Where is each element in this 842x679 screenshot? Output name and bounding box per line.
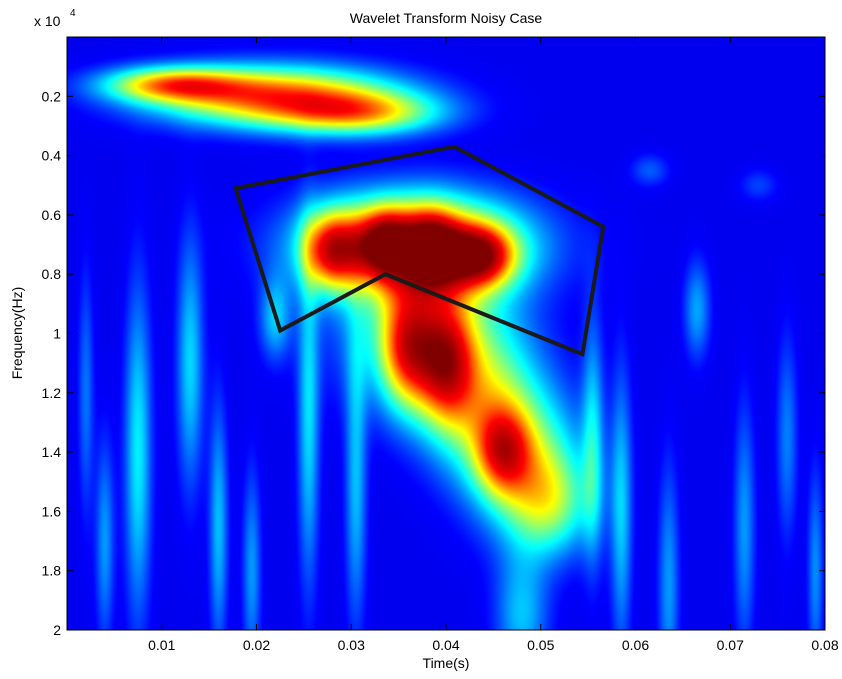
y-tick-label: 0.4	[42, 148, 62, 164]
y-tick-label: 1.6	[42, 503, 62, 519]
x-tick-label: 0.04	[432, 637, 459, 653]
chart-title: Wavelet Transform Noisy Case	[350, 10, 543, 26]
y-tick-label: 0.6	[42, 207, 62, 223]
y-axis: 0.2 0.4 0.6 0.8 1 1.2 1.4 1.6 1.8 2	[42, 88, 825, 638]
y-tick-label: 0.2	[42, 88, 62, 104]
y-tick-label: 1.4	[42, 444, 62, 460]
x-tick-label: 0.03	[338, 637, 365, 653]
y-scale-multiplier: x 10 4	[34, 8, 76, 29]
y-tick-label: 1	[53, 326, 61, 342]
heatmap-image	[67, 37, 825, 630]
y-tick-label: 1.2	[42, 385, 62, 401]
y-tick-label: 0.8	[42, 266, 62, 282]
x-tick-label: 0.02	[243, 637, 270, 653]
annotation-polygon	[233, 144, 606, 358]
x-axis: 0.01 0.02 0.03 0.04 0.05 0.06 0.07 0.08	[148, 37, 839, 653]
x-tick-label: 0.08	[811, 637, 838, 653]
x-tick-label: 0.01	[148, 637, 175, 653]
plot-area	[66, 36, 826, 631]
y-tick-label: 1.8	[42, 563, 62, 579]
x-axis-label: Time(s)	[423, 655, 470, 671]
y-axis-label: Frequency(Hz)	[9, 287, 25, 380]
x-tick-label: 0.06	[622, 637, 649, 653]
y-scale-exponent: 4	[70, 8, 76, 19]
y-scale-label: x 10	[34, 13, 61, 29]
x-tick-label: 0.05	[527, 637, 554, 653]
y-tick-label: 2	[53, 622, 61, 638]
x-tick-label: 0.07	[717, 637, 744, 653]
heatmap-canvas	[67, 37, 825, 630]
